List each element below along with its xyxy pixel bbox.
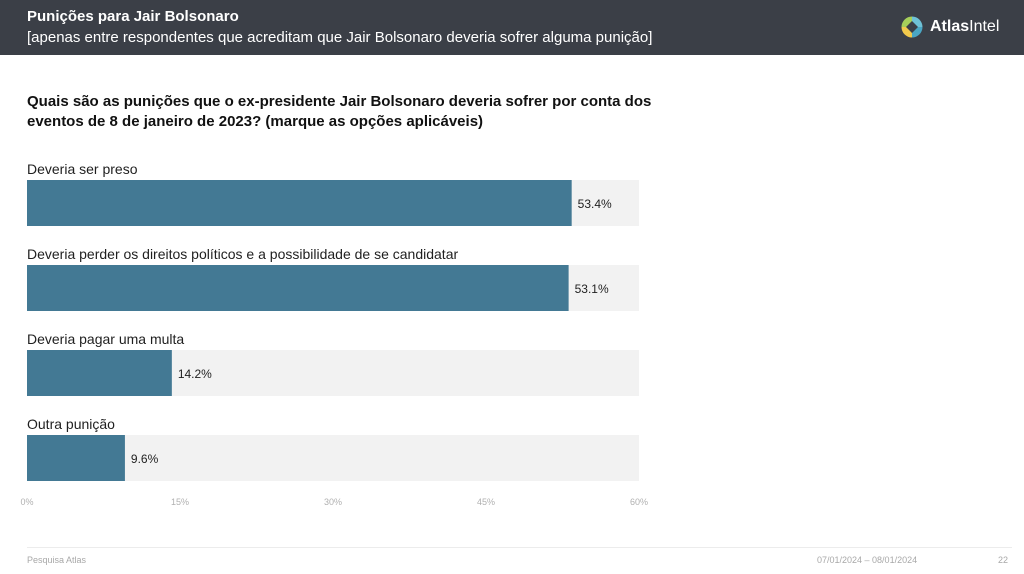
bar bbox=[27, 265, 569, 311]
bar-category-label: Deveria pagar uma multa bbox=[27, 331, 184, 347]
page-subtitle: [apenas entre respondentes que acreditam… bbox=[27, 29, 653, 46]
atlasintel-logo-icon bbox=[901, 16, 923, 38]
footer-divider bbox=[27, 547, 1012, 548]
bar bbox=[27, 350, 172, 396]
x-axis-tick-label: 30% bbox=[324, 497, 342, 507]
logo-text: AtlasIntel bbox=[930, 18, 999, 36]
bar-category-label: Deveria ser preso bbox=[27, 161, 138, 177]
page-title: Punições para Jair Bolsonaro bbox=[27, 8, 239, 25]
bar-category-label: Deveria perder os direitos políticos e a… bbox=[27, 246, 458, 262]
bar-value-label: 53.4% bbox=[578, 197, 612, 211]
x-axis-tick-label: 0% bbox=[20, 497, 33, 507]
logo-text-regular: Intel bbox=[969, 18, 1000, 35]
x-axis-tick-label: 60% bbox=[630, 497, 648, 507]
survey-question: Quais são as punições que o ex-president… bbox=[27, 93, 652, 130]
header-bar: Punições para Jair Bolsonaro [apenas ent… bbox=[0, 0, 1024, 55]
footer-date-range: 07/01/2024 – 08/01/2024 bbox=[817, 555, 918, 565]
bar bbox=[27, 435, 125, 481]
page-number: 22 bbox=[998, 555, 1009, 565]
bar-value-label: 9.6% bbox=[131, 452, 159, 466]
x-axis-tick-label: 45% bbox=[477, 497, 495, 507]
bar-track bbox=[27, 435, 639, 481]
bar bbox=[27, 180, 572, 226]
bar-category-label: Outra punição bbox=[27, 416, 115, 432]
bar-value-label: 53.1% bbox=[575, 282, 609, 296]
logo-text-bold: Atlas bbox=[930, 18, 970, 35]
bar-value-label: 14.2% bbox=[178, 367, 212, 381]
x-axis-tick-label: 15% bbox=[171, 497, 189, 507]
footer-source: Pesquisa Atlas bbox=[27, 555, 87, 565]
atlasintel-logo: AtlasIntel bbox=[900, 14, 999, 40]
